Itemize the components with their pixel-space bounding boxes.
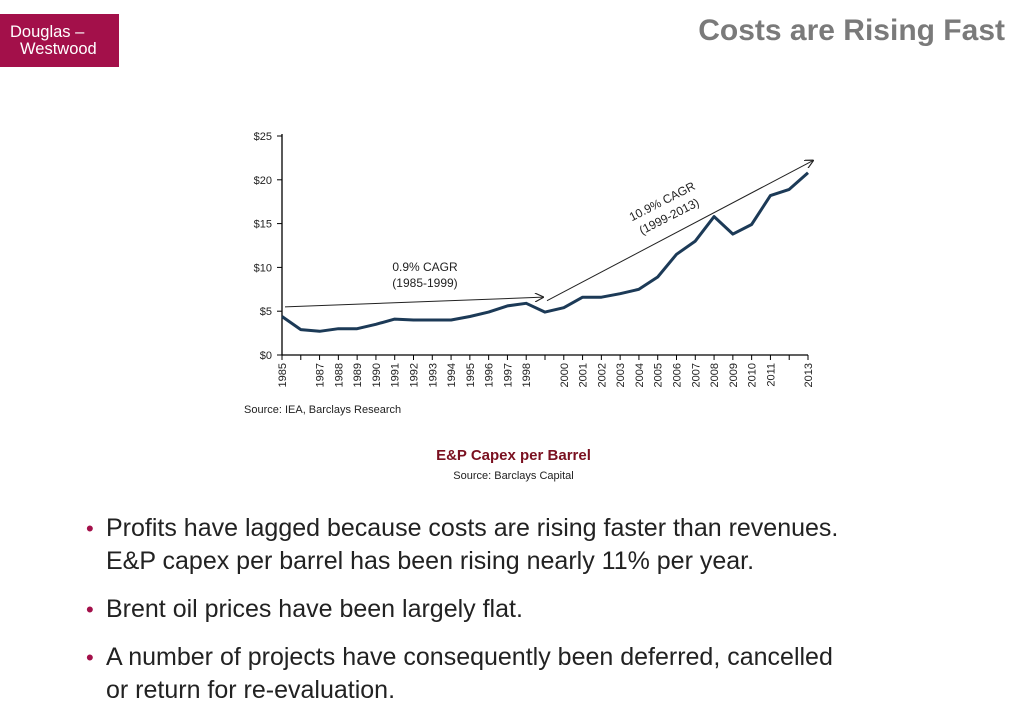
x-tick-label: 2004 (634, 363, 646, 387)
logo-line-1: Douglas – (10, 23, 85, 41)
x-tick-label: 2011 (765, 363, 777, 387)
bullet-text-line: Profits have lagged because costs are ri… (106, 514, 839, 542)
x-tick-label: 2003 (615, 363, 627, 387)
chart-title-source: Source: Barclays Capital (453, 470, 574, 482)
y-tick-label: $0 (260, 350, 272, 362)
bullet-dot-icon: • (86, 645, 94, 670)
bullet-item: • Profits have lagged because costs are … (86, 512, 1006, 578)
x-tick-label: 1992 (409, 363, 421, 387)
x-tick-label: 1991 (390, 363, 402, 387)
x-tick-label: 1985 (277, 363, 289, 387)
logo-line-2: Westwood (20, 40, 97, 58)
bullet-text-line: E&P capex per barrel has been rising nea… (106, 547, 755, 575)
x-tick-label: 1994 (446, 363, 458, 387)
x-tick-label: 1998 (521, 363, 533, 387)
x-tick-label: 2006 (672, 363, 684, 387)
x-tick-label: 1997 (502, 363, 514, 387)
annotation-cagr-1: 0.9% CAGR (392, 260, 458, 274)
chart-title: E&P Capex per Barrel (436, 447, 591, 464)
x-tick-label: 2009 (728, 363, 740, 387)
x-tick-label: 1990 (371, 363, 383, 387)
x-tick-label: 2005 (653, 363, 665, 387)
company-logo: Douglas – Westwood (0, 14, 119, 67)
bullet-text-line: or return for re-evaluation. (106, 676, 396, 704)
y-tick-label: $25 (254, 131, 272, 143)
bullet-item: • A number of projects have consequently… (86, 641, 1006, 707)
bullet-dot-icon: • (86, 597, 94, 622)
x-tick-label: 2010 (747, 363, 759, 387)
y-tick-label: $15 (254, 219, 272, 231)
y-tick-label: $5 (260, 306, 272, 318)
annotation-range-1: (1985-1999) (392, 276, 457, 290)
x-tick-label: 1996 (484, 363, 496, 387)
x-tick-label: 2001 (578, 363, 590, 387)
capex-line-chart: $0 $5 $10 $15 $20 $25 1985 1987 1988 1989 1990 1991… (244, 131, 815, 416)
x-tick-label: 1995 (465, 363, 477, 387)
slide-title: Costs are Rising Fast (698, 14, 1005, 47)
y-tick-label: $10 (254, 262, 272, 274)
trend-arrow-1985-1999 (284, 297, 543, 308)
x-tick-label: 2007 (690, 363, 702, 387)
x-tick-label: 2008 (709, 363, 721, 387)
bullet-dot-icon: • (86, 516, 94, 541)
x-tick-label: 2013 (803, 363, 815, 387)
x-tick-label: 1988 (333, 363, 345, 387)
x-tick-label: 1993 (427, 363, 439, 387)
chart-source: Source: IEA, Barclays Research (244, 404, 401, 416)
series-line (281, 171, 809, 333)
bullet-item: • Brent oil prices have been largely fla… (86, 593, 1006, 626)
x-tick-label: 1989 (352, 363, 364, 387)
trend-arrow-1999-2013 (546, 161, 813, 302)
bullet-text-line: Brent oil prices have been largely flat. (106, 595, 523, 623)
x-tick-label: 1987 (315, 363, 327, 387)
y-tick-label: $20 (254, 175, 272, 187)
bullet-list: • Profits have lagged because costs are … (86, 512, 1006, 722)
x-tick-label: 2002 (596, 363, 608, 387)
bullet-text-line: A number of projects have consequently b… (106, 643, 833, 671)
x-tick-label: 2000 (559, 363, 571, 387)
